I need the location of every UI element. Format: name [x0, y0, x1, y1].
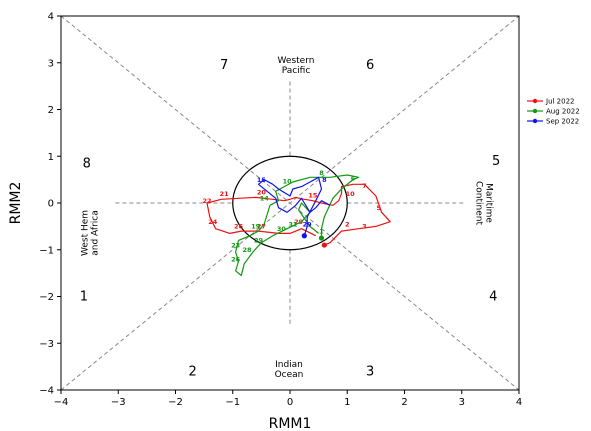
y-tick-label: 0	[48, 199, 54, 210]
legend-label: Aug 2022	[546, 108, 580, 116]
day-label: 10	[283, 177, 293, 185]
phase-3-label: 3	[366, 364, 374, 379]
legend: Jul 2022 Aug 2022 Sep 2022	[527, 98, 580, 126]
day-label: 8	[319, 169, 324, 177]
series-start-marker	[321, 242, 327, 248]
y-tick-label: 2	[48, 105, 54, 116]
maritime-continent-label-line: Continent	[474, 181, 484, 225]
unit-circle-outline	[232, 155, 348, 251]
day-label: 6	[351, 175, 356, 183]
y-tick-label: 4	[48, 12, 54, 23]
legend-item: Aug 2022	[527, 108, 580, 116]
y-tick-label: 3	[48, 58, 54, 69]
day-label: 1	[319, 227, 324, 235]
west-hem-africa-label: West Hem and Africa	[81, 210, 101, 256]
west-hem-africa-label-line: West Hem	[81, 210, 91, 256]
series-start-marker	[318, 235, 325, 241]
day-label: 21	[220, 190, 230, 198]
day-label: 10	[346, 190, 356, 198]
axis-titles: RMM1 RMM2	[8, 182, 311, 431]
day-label: 20	[257, 189, 267, 197]
phase-8-label: 8	[83, 156, 91, 171]
x-tick-label: 1	[344, 397, 350, 408]
day-label: 8	[322, 176, 327, 184]
day-label: 14	[260, 195, 270, 203]
phase-7-label: 7	[220, 58, 228, 73]
day-label: 26	[234, 223, 244, 231]
legend-label: Sep 2022	[546, 118, 579, 126]
phase-4-label: 4	[489, 290, 497, 305]
phase-6-label: 6	[366, 58, 374, 73]
western-pacific-label-line: Pacific	[282, 66, 311, 76]
x-tick-label: 4	[516, 397, 522, 408]
legend-item: Sep 2022	[527, 118, 579, 126]
x-tick-label: −3	[111, 397, 126, 408]
x-tick-label: 3	[459, 397, 465, 408]
legend-swatch-marker	[532, 98, 538, 104]
day-label: 24	[208, 218, 218, 226]
legend-item: Jul 2022	[527, 98, 575, 106]
day-label: 30	[277, 225, 287, 233]
phase-dividers	[60, 15, 520, 391]
indian-ocean-label-line: Indian	[275, 360, 303, 370]
day-label: 29	[254, 237, 264, 245]
y-tick-label: −3	[39, 339, 54, 350]
x-axis-title: RMM1	[269, 416, 312, 431]
y-tick-label: −4	[39, 386, 54, 397]
series-start-marker	[301, 233, 307, 239]
series-sep-2022: 8 15 29	[257, 176, 331, 239]
phase-5-label: 5	[492, 154, 500, 169]
x-tick-label: 0	[287, 397, 293, 408]
x-tick-label: −4	[54, 397, 69, 408]
day-label: 29	[303, 220, 313, 228]
y-axis-title: RMM2	[8, 182, 24, 225]
x-tick-label: −2	[168, 397, 183, 408]
legend-swatch-marker	[532, 118, 538, 124]
day-label: 19	[251, 223, 261, 231]
y-tick-label: −1	[39, 245, 54, 256]
y-tick-label: 1	[48, 152, 54, 163]
western-pacific-label-line: Western	[278, 56, 315, 66]
day-label: 23	[231, 241, 240, 249]
day-label: 29	[294, 218, 304, 226]
day-label: 2	[345, 220, 350, 228]
day-label: 31	[288, 220, 298, 228]
legend-swatch-marker	[532, 108, 538, 114]
west-hem-africa-label-line: and Africa	[91, 210, 101, 255]
phase-1-label: 1	[80, 290, 88, 305]
series-line	[257, 176, 331, 236]
day-label: 15	[308, 191, 318, 199]
unit-circle	[232, 155, 348, 251]
day-label: 26	[231, 255, 241, 263]
day-label: 22	[202, 197, 211, 205]
indian-ocean-label-line: Ocean	[275, 370, 304, 380]
series-line	[206, 183, 391, 246]
day-label: 7	[362, 182, 367, 190]
series-line	[235, 174, 360, 277]
diagonal-divider	[60, 15, 520, 391]
legend-label: Jul 2022	[545, 98, 575, 106]
day-label: 15	[257, 176, 267, 184]
maritime-continent-label-line: Maritime	[484, 183, 494, 223]
phase-2-label: 2	[189, 364, 197, 379]
x-tick-label: 2	[401, 397, 407, 408]
day-label: 28	[243, 246, 253, 254]
day-label: 5	[376, 204, 381, 212]
y-tick-label: −2	[39, 292, 54, 303]
day-label: 3	[362, 223, 367, 231]
x-tick-label: −1	[225, 397, 240, 408]
